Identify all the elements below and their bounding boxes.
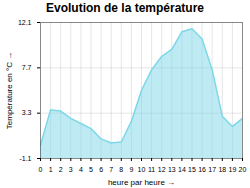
svg-text:14: 14 bbox=[178, 166, 186, 173]
svg-text:1: 1 bbox=[49, 166, 53, 173]
svg-text:2: 2 bbox=[59, 166, 63, 173]
svg-text:0: 0 bbox=[39, 166, 43, 173]
svg-text:8: 8 bbox=[119, 166, 123, 173]
svg-text:16: 16 bbox=[198, 166, 206, 173]
svg-text:20: 20 bbox=[239, 166, 247, 173]
svg-text:3: 3 bbox=[69, 166, 73, 173]
svg-text:-1.1: -1.1 bbox=[19, 155, 31, 162]
svg-text:13: 13 bbox=[168, 166, 176, 173]
svg-text:12: 12 bbox=[158, 166, 166, 173]
svg-text:heure par heure →: heure par heure → bbox=[108, 178, 175, 187]
svg-text:9: 9 bbox=[129, 166, 133, 173]
svg-text:5: 5 bbox=[89, 166, 93, 173]
svg-text:6: 6 bbox=[99, 166, 103, 173]
svg-text:11: 11 bbox=[148, 166, 155, 173]
svg-text:3.3: 3.3 bbox=[22, 109, 32, 116]
svg-text:12.1: 12.1 bbox=[18, 19, 32, 26]
svg-text:7: 7 bbox=[109, 166, 113, 173]
svg-text:Température en °C →: Température en °C → bbox=[5, 52, 14, 129]
svg-text:15: 15 bbox=[188, 166, 196, 173]
svg-text:19: 19 bbox=[229, 166, 237, 173]
svg-text:7.7: 7.7 bbox=[22, 64, 32, 71]
svg-text:4: 4 bbox=[79, 166, 83, 173]
html-text:Evolution de la température: Evolution de la température bbox=[46, 1, 204, 15]
svg-text:10: 10 bbox=[138, 166, 146, 173]
svg-text:17: 17 bbox=[208, 166, 216, 173]
svg-text:18: 18 bbox=[218, 166, 226, 173]
